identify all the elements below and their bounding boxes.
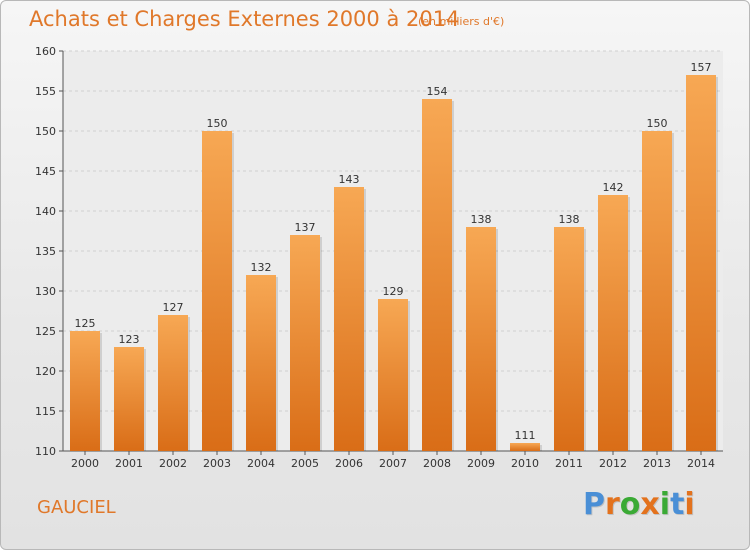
y-tick-label: 110	[35, 445, 56, 458]
data-label: 132	[251, 261, 272, 274]
data-label: 142	[603, 181, 624, 194]
data-label: 111	[515, 429, 536, 442]
data-label: 143	[339, 173, 360, 186]
bar	[378, 299, 408, 451]
bar	[686, 75, 716, 451]
bar	[114, 347, 144, 451]
y-tick-label: 125	[35, 325, 56, 338]
x-tick-label: 2002	[159, 457, 187, 470]
data-label: 157	[691, 61, 712, 74]
bar	[202, 131, 232, 451]
y-tick-label: 155	[35, 85, 56, 98]
y-tick-label: 140	[35, 205, 56, 218]
data-label: 129	[383, 285, 404, 298]
bar	[466, 227, 496, 451]
data-label: 125	[75, 317, 96, 330]
y-tick-label: 145	[35, 165, 56, 178]
x-tick-label: 2011	[555, 457, 583, 470]
y-tick-label: 130	[35, 285, 56, 298]
bar	[642, 131, 672, 451]
chart-subtitle: (en milliers d'€)	[418, 15, 505, 28]
data-label: 150	[647, 117, 668, 130]
logo-letter: t	[670, 487, 685, 522]
x-tick-label: 2007	[379, 457, 407, 470]
chart-title: Achats et Charges Externes 2000 à 2014	[29, 7, 460, 31]
x-tick-label: 2014	[687, 457, 715, 470]
x-tick-label: 2006	[335, 457, 363, 470]
town-name: GAUCIEL	[37, 497, 116, 518]
y-tick-label: 160	[35, 45, 56, 58]
x-tick-label: 2005	[291, 457, 319, 470]
bar	[510, 443, 540, 451]
bar	[70, 331, 100, 451]
logo-letter: o	[619, 487, 641, 522]
y-tick-label: 115	[35, 405, 56, 418]
proxiti-logo: Proxiti	[583, 487, 695, 522]
x-tick-label: 2013	[643, 457, 671, 470]
x-tick-label: 2004	[247, 457, 275, 470]
data-label: 150	[207, 117, 228, 130]
x-tick-label: 2008	[423, 457, 451, 470]
data-label: 138	[471, 213, 492, 226]
data-label: 127	[163, 301, 184, 314]
x-tick-label: 2009	[467, 457, 495, 470]
bar	[598, 195, 628, 451]
y-tick-label: 150	[35, 125, 56, 138]
logo-letter: P	[583, 487, 605, 522]
data-label: 137	[295, 221, 316, 234]
y-tick-label: 135	[35, 245, 56, 258]
x-tick-label: 2000	[71, 457, 99, 470]
bar	[246, 275, 276, 451]
bar	[554, 227, 584, 451]
data-label: 138	[559, 213, 580, 226]
bar	[158, 315, 188, 451]
logo-letter: r	[605, 487, 620, 522]
logo-letter: i	[684, 487, 695, 522]
bar	[334, 187, 364, 451]
x-tick-label: 2010	[511, 457, 539, 470]
x-tick-label: 2001	[115, 457, 143, 470]
y-tick-label: 120	[35, 365, 56, 378]
bar	[290, 235, 320, 451]
x-tick-label: 2012	[599, 457, 627, 470]
bar	[422, 99, 452, 451]
data-label: 154	[427, 85, 448, 98]
x-tick-label: 2003	[203, 457, 231, 470]
logo-letter: x	[640, 487, 660, 522]
logo-letter: i	[659, 487, 671, 522]
data-label: 123	[119, 333, 140, 346]
